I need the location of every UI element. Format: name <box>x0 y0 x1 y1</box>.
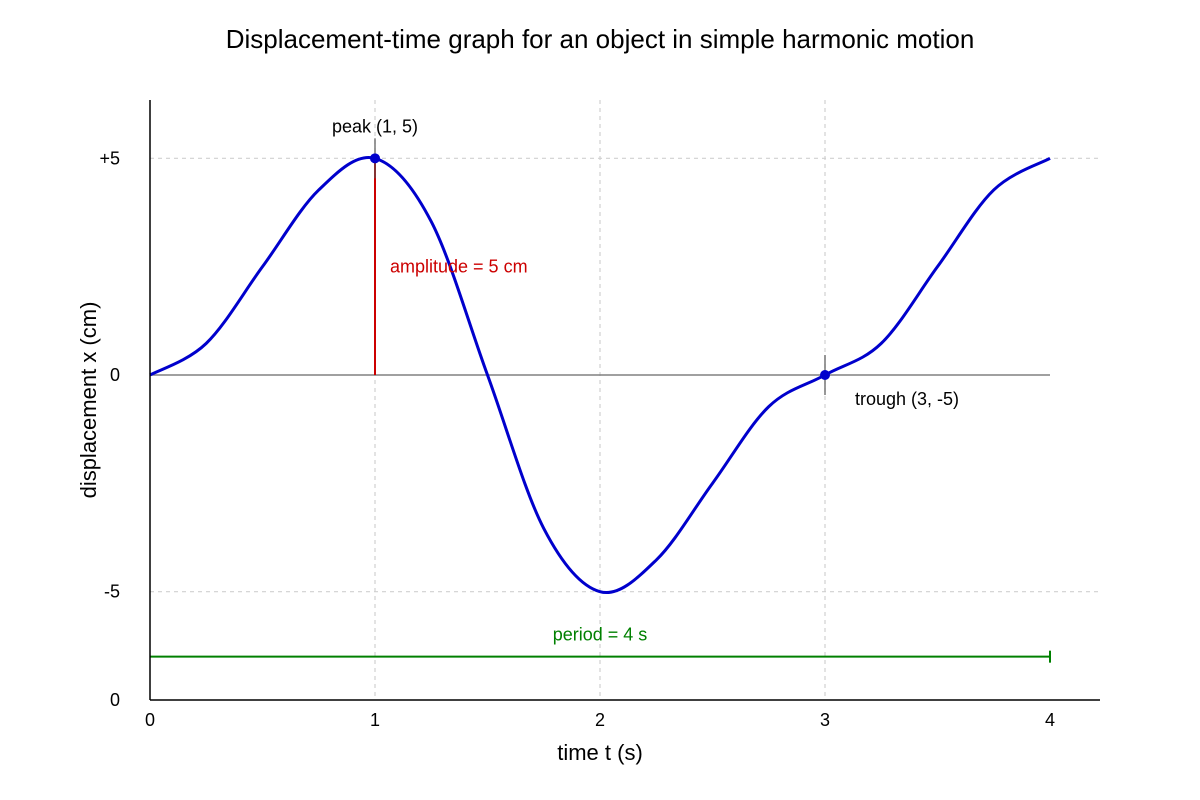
x-tick-label: 0 <box>145 710 155 730</box>
y-axis-label: displacement x (cm) <box>76 302 101 499</box>
peak-label: peak (1, 5) <box>332 116 418 136</box>
x-tick-labels: 0 1 2 3 4 <box>145 710 1055 730</box>
period-label: period = 4 s <box>553 625 648 645</box>
x-tick-label: 2 <box>595 710 605 730</box>
series-line <box>149 155 1051 595</box>
x-tick-label: 3 <box>820 710 830 730</box>
x-axis-label: time t (s) <box>557 740 643 765</box>
y-tick-label: 0 <box>110 690 120 710</box>
y-tick-label: -5 <box>104 582 120 602</box>
y-tick-labels: +5 0 -5 0 <box>99 148 120 710</box>
x-tick-label: 4 <box>1045 710 1055 730</box>
x-tick-label: 1 <box>370 710 380 730</box>
point-markers <box>370 138 830 395</box>
trough-marker <box>820 370 830 380</box>
y-tick-label: 0 <box>110 365 120 385</box>
trough-label: trough (3, -5) <box>855 389 959 409</box>
peak-marker <box>370 153 380 164</box>
y-tick-label: +5 <box>99 148 120 168</box>
chart-title: Displacement-time graph for an object in… <box>225 24 975 54</box>
amplitude-label: amplitude = 5 cm <box>390 257 528 277</box>
period-marker <box>150 650 1051 663</box>
